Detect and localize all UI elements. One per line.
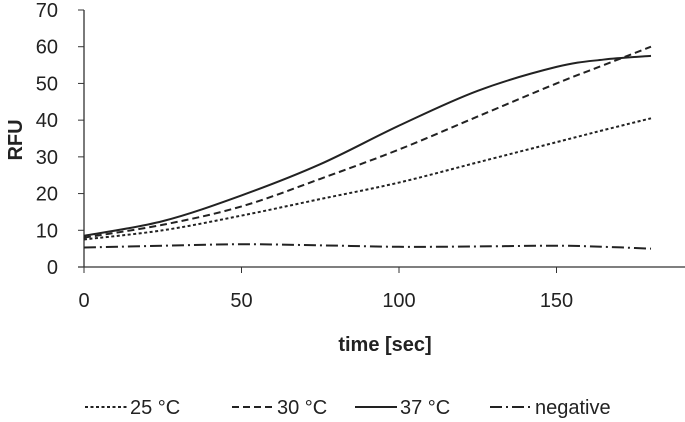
- y-tick-label: 50: [36, 73, 58, 95]
- y-tick-label: 10: [36, 220, 58, 242]
- series-line-negative: [83, 243, 652, 250]
- y-tick-label: 70: [36, 0, 58, 22]
- y-tick-label: 40: [36, 110, 58, 132]
- x-axis-label: time [sec]: [338, 334, 431, 356]
- y-axis-label: RFU: [5, 119, 27, 160]
- y-tick-label: 30: [36, 147, 58, 169]
- legend-label: negative: [535, 397, 611, 419]
- legend-label: 30 °C: [277, 397, 327, 419]
- x-tick-label: 100: [382, 290, 415, 312]
- x-tick-label: 50: [230, 290, 252, 312]
- series-line-37C: [83, 54, 652, 237]
- y-tick-label: 20: [36, 184, 58, 206]
- legend-label: 37 °C: [400, 397, 450, 419]
- x-tick-label: 150: [540, 290, 573, 312]
- y-tick-label: 0: [47, 257, 58, 279]
- legend-label: 25 °C: [130, 397, 180, 419]
- series-line-25C: [83, 117, 652, 241]
- y-tick-label: 60: [36, 37, 58, 59]
- x-tick-label: 0: [78, 290, 89, 312]
